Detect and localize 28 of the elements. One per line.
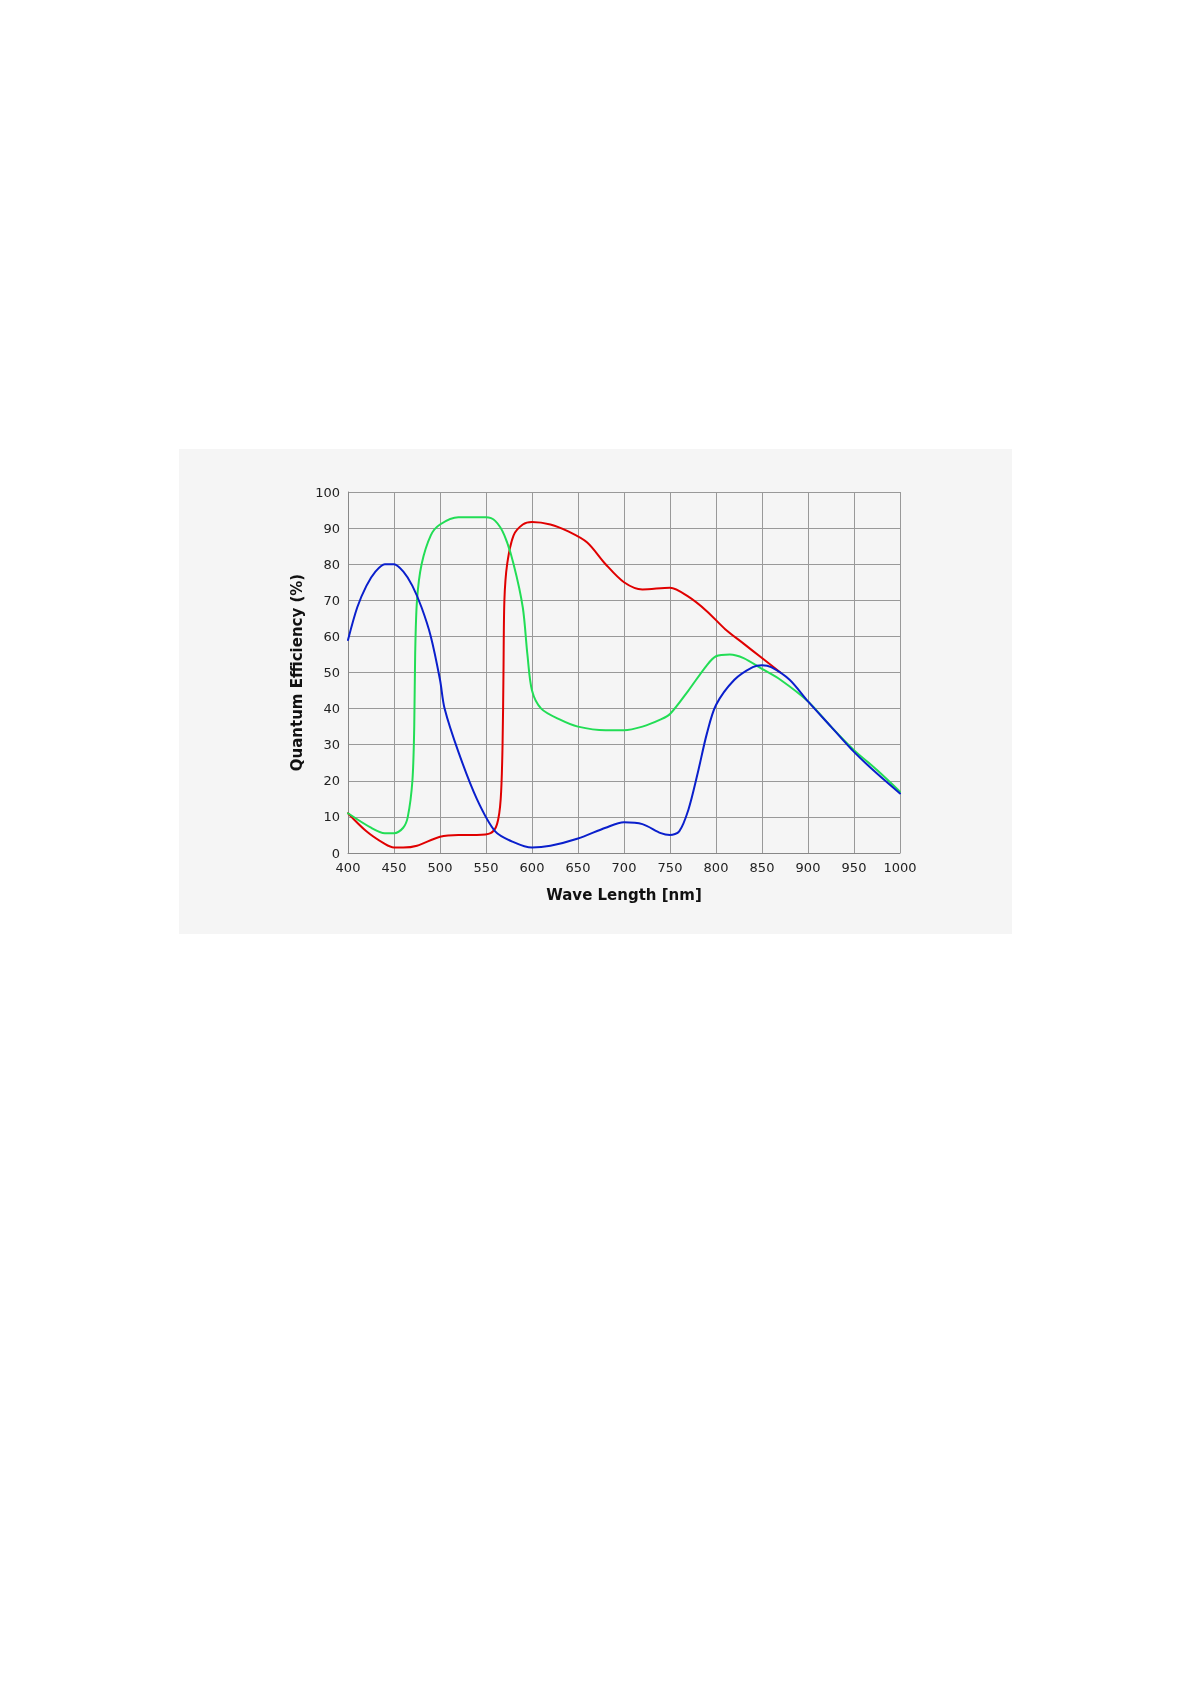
- line-series: [347, 563, 901, 849]
- line-series: [347, 516, 901, 835]
- x-tick-label: 1000: [883, 860, 917, 875]
- y-tick-label: 30: [323, 737, 340, 753]
- x-tick-label: 750: [657, 860, 683, 875]
- y-tick-label: 40: [323, 701, 340, 717]
- x-tick-label: 450: [381, 860, 407, 875]
- x-tick-label: 550: [473, 860, 499, 875]
- y-tick-label: 10: [323, 809, 340, 825]
- x-tick-label: 650: [565, 860, 591, 875]
- y-tick-label: 100: [315, 484, 340, 500]
- y-tick-label: 70: [323, 592, 340, 608]
- x-tick-label: 800: [703, 860, 729, 875]
- x-axis-title: Wave Length [nm]: [546, 885, 702, 904]
- y-tick-label: 90: [323, 520, 340, 536]
- y-tick-label: 50: [323, 665, 340, 680]
- y-tick-label: 80: [323, 556, 340, 572]
- y-tick-label: 0: [331, 845, 340, 861]
- x-tick-label: 400: [335, 860, 361, 875]
- x-tick-label: 900: [795, 860, 821, 875]
- x-tick-label: 950: [841, 860, 867, 875]
- y-tick-label: 60: [323, 628, 340, 644]
- x-tick-label: 700: [611, 860, 637, 875]
- y-tick-label: 20: [323, 773, 340, 789]
- x-tick-label: 600: [519, 860, 545, 875]
- x-tick-label: 850: [749, 860, 775, 875]
- y-axis-title: Quantum Efficiency (%): [287, 573, 306, 772]
- x-tick-label: 500: [427, 860, 453, 875]
